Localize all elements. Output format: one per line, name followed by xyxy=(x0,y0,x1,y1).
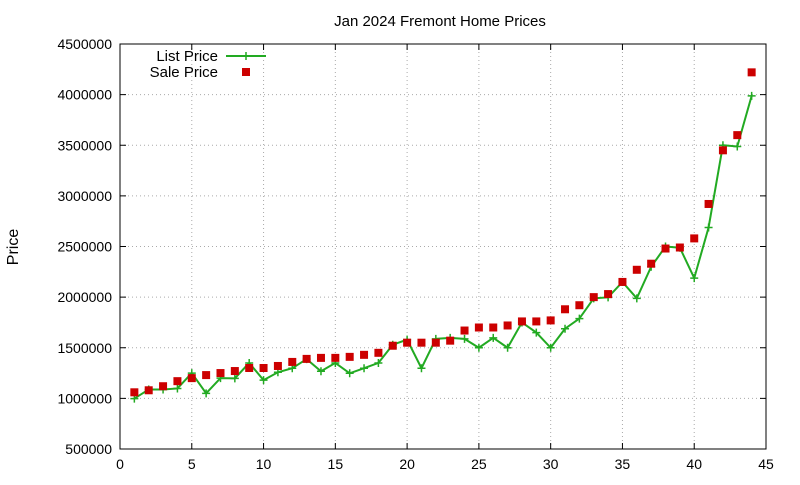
y-tick-label: 3500000 xyxy=(57,137,112,153)
sale-price-point xyxy=(345,352,354,361)
list-price-point xyxy=(503,343,512,352)
list-price-point xyxy=(546,343,555,352)
sale-price-point xyxy=(647,259,656,268)
sale-price-point xyxy=(187,374,196,383)
list-price-point xyxy=(173,384,182,393)
sale-price-point xyxy=(417,338,426,347)
list-price-point xyxy=(690,274,699,283)
list-price-point xyxy=(259,376,268,385)
list-price-point xyxy=(704,223,713,232)
sale-price-point xyxy=(561,305,570,314)
list-price-point xyxy=(561,324,570,333)
x-tick-label: 0 xyxy=(116,456,124,472)
list-price-point xyxy=(489,333,498,342)
x-tick-label: 10 xyxy=(256,456,272,472)
y-tick-label: 2000000 xyxy=(57,289,112,305)
sale-price-point xyxy=(403,338,412,347)
x-tick-label: 35 xyxy=(615,456,631,472)
list-price-point xyxy=(417,364,426,373)
y-tick-label: 500000 xyxy=(65,441,112,457)
legend-label: Sale Price xyxy=(150,64,218,81)
sale-price-point xyxy=(489,323,498,332)
list-price-point xyxy=(460,334,469,343)
legend-label: List Price xyxy=(156,48,218,65)
sale-price-point xyxy=(589,293,598,302)
y-tick-label: 4500000 xyxy=(57,36,112,52)
list-price-point xyxy=(532,328,541,337)
sale-price-point xyxy=(331,353,340,362)
x-tick-label: 30 xyxy=(543,456,559,472)
sale-price-point xyxy=(316,353,325,362)
sale-price-point xyxy=(604,290,613,299)
legend-sale-price-swatch xyxy=(242,68,250,76)
sale-price-point xyxy=(230,367,239,376)
sale-price-point xyxy=(216,369,225,378)
x-tick-label: 40 xyxy=(686,456,702,472)
sale-price-point xyxy=(360,350,369,359)
list-price-point xyxy=(575,314,584,323)
sale-price-point xyxy=(474,323,483,332)
sale-price-point xyxy=(690,234,699,243)
sale-price-point xyxy=(618,277,627,286)
list-price-point xyxy=(345,369,354,378)
list-price-point xyxy=(360,364,369,373)
series-layer xyxy=(130,68,756,403)
list-price-point xyxy=(632,294,641,303)
y-tick-label: 2500000 xyxy=(57,239,112,255)
sale-price-point xyxy=(446,336,455,345)
sale-price-point xyxy=(273,361,282,370)
sale-price-point xyxy=(704,199,713,208)
y-tick-label: 3000000 xyxy=(57,188,112,204)
list-price-point xyxy=(202,389,211,398)
list-price-line xyxy=(133,95,753,400)
list-price-point xyxy=(733,142,742,151)
sale-price-point xyxy=(245,364,254,372)
sale-price-point xyxy=(718,146,727,155)
list-price-point xyxy=(474,343,483,352)
list-price-point xyxy=(747,91,756,100)
sale-price-point xyxy=(546,316,555,325)
sale-price-point xyxy=(388,341,397,350)
x-tick-label: 20 xyxy=(399,456,415,472)
sale-price-point xyxy=(431,338,440,347)
y-tick-label: 4000000 xyxy=(57,87,112,103)
sale-price-point xyxy=(460,326,469,335)
list-price-point xyxy=(230,374,239,383)
sale-price-point xyxy=(173,377,182,386)
tick-layer: 0 5 10 15 20 25 30 35 40 45 500000 1000000 1500000 20… xyxy=(57,36,774,472)
x-tick-label: 25 xyxy=(471,456,487,472)
list-price-point xyxy=(316,367,325,376)
sale-price-point xyxy=(159,382,168,391)
sale-price-point xyxy=(288,357,297,366)
sale-price-point xyxy=(532,317,541,326)
legend-list-price-marker xyxy=(242,52,250,60)
sale-price-point xyxy=(259,364,268,372)
sale-price-point xyxy=(575,301,584,310)
x-tick-label: 45 xyxy=(758,456,774,472)
sale-price-point xyxy=(130,388,139,397)
sale-price-point xyxy=(632,265,641,274)
x-tick-label: 15 xyxy=(328,456,344,472)
x-tick-label: 5 xyxy=(188,456,196,472)
sale-price-point xyxy=(202,371,211,380)
sale-price-point xyxy=(747,68,756,77)
sale-price-point xyxy=(517,317,526,326)
list-price-point xyxy=(374,358,383,367)
sale-price-point xyxy=(733,131,742,140)
sale-price-point xyxy=(675,243,684,252)
sale-price-point xyxy=(374,348,383,357)
sale-price-point xyxy=(503,321,512,330)
y-tick-label: 1500000 xyxy=(57,340,112,356)
y-axis-label: Price xyxy=(5,229,22,266)
sale-price-point xyxy=(302,354,311,363)
sale-price-point xyxy=(144,386,153,395)
chart-title: Jan 2024 Fremont Home Prices xyxy=(334,13,546,30)
y-tick-label: 1000000 xyxy=(57,390,112,406)
sale-price-point xyxy=(661,244,670,253)
